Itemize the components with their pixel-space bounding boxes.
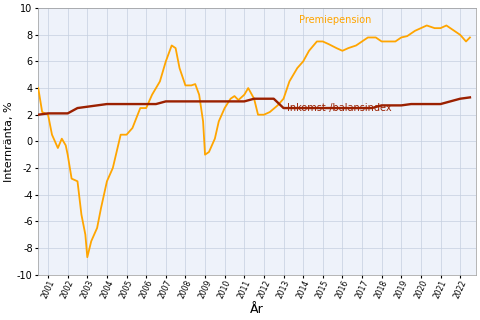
X-axis label: År: År — [250, 303, 264, 316]
Text: Premiepension: Premiepension — [299, 15, 372, 26]
Y-axis label: Internränta, %: Internränta, % — [4, 101, 14, 182]
Text: Inkomst-/balansindex: Inkomst-/balansindex — [288, 103, 392, 113]
